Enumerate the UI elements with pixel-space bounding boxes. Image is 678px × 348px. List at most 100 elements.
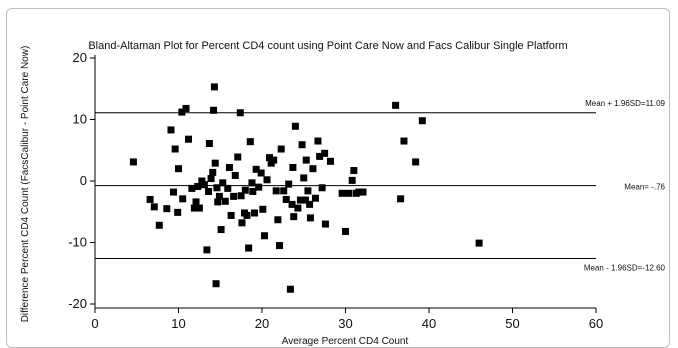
data-point bbox=[274, 216, 282, 224]
data-point bbox=[261, 232, 269, 240]
data-point bbox=[209, 168, 217, 176]
data-point bbox=[237, 192, 245, 200]
data-point bbox=[397, 195, 405, 203]
data-point bbox=[282, 195, 290, 203]
data-point bbox=[301, 196, 309, 204]
data-point bbox=[280, 187, 288, 195]
data-point bbox=[213, 184, 221, 192]
data-point bbox=[250, 209, 258, 217]
data-point bbox=[300, 174, 308, 182]
data-point bbox=[241, 186, 249, 194]
data-point bbox=[246, 138, 254, 146]
data-point bbox=[219, 179, 227, 187]
data-point bbox=[298, 141, 306, 149]
data-point bbox=[259, 205, 267, 213]
data-point bbox=[230, 192, 238, 200]
x-tick-label: 10 bbox=[171, 316, 185, 331]
reference-line-label: Mean= -.76 bbox=[624, 183, 665, 192]
reference-line-label: Mean - 1.96SD=-12.60 bbox=[584, 263, 666, 272]
data-point bbox=[175, 165, 182, 173]
data-point bbox=[185, 135, 193, 143]
reference-line-label: Mean + 1.96SD=11.09 bbox=[585, 99, 665, 108]
data-point bbox=[150, 203, 158, 211]
data-point bbox=[210, 106, 218, 114]
data-point bbox=[277, 145, 285, 153]
data-point bbox=[195, 204, 203, 212]
figure-frame bbox=[6, 8, 670, 348]
data-point bbox=[276, 242, 284, 250]
data-point bbox=[306, 200, 314, 208]
data-point bbox=[188, 184, 196, 192]
data-point bbox=[342, 227, 349, 235]
data-point bbox=[146, 195, 154, 203]
data-point bbox=[289, 163, 297, 171]
data-point bbox=[129, 158, 137, 166]
data-point bbox=[163, 205, 171, 213]
data-point bbox=[296, 196, 304, 204]
data-point bbox=[270, 156, 278, 164]
x-tick-label: 0 bbox=[91, 316, 98, 331]
data-point bbox=[321, 149, 329, 157]
data-point bbox=[309, 165, 317, 173]
data-point bbox=[355, 188, 363, 196]
data-point bbox=[211, 159, 219, 167]
data-point bbox=[192, 198, 200, 206]
x-tick-label: 60 bbox=[589, 316, 603, 331]
data-point bbox=[234, 153, 242, 161]
data-point bbox=[212, 280, 220, 288]
data-point bbox=[311, 194, 319, 202]
x-axis-label: Average Percent CD4 Count bbox=[282, 336, 409, 347]
chart-title: Bland-Altaman Plot for Percent CD4 count… bbox=[88, 40, 567, 52]
data-point bbox=[266, 154, 274, 162]
data-point bbox=[227, 211, 235, 219]
x-tick-label: 30 bbox=[338, 316, 352, 331]
data-point bbox=[243, 211, 251, 219]
data-point bbox=[291, 122, 299, 130]
data-point bbox=[338, 189, 346, 197]
data-point bbox=[194, 183, 202, 191]
data-point bbox=[231, 171, 239, 179]
data-point bbox=[304, 187, 312, 195]
data-point bbox=[290, 213, 298, 221]
data-point bbox=[236, 109, 244, 117]
data-point bbox=[326, 157, 334, 165]
y-tick-label: 0 bbox=[80, 173, 87, 188]
data-point bbox=[350, 167, 358, 175]
data-point bbox=[255, 183, 263, 191]
data-point bbox=[224, 184, 232, 192]
data-point bbox=[272, 187, 280, 195]
data-point bbox=[238, 219, 246, 227]
data-point bbox=[205, 139, 213, 147]
data-point bbox=[210, 83, 218, 91]
data-point bbox=[294, 204, 302, 212]
data-point bbox=[171, 145, 179, 153]
data-point bbox=[412, 158, 420, 166]
data-point bbox=[221, 197, 229, 205]
data-point bbox=[400, 137, 408, 145]
data-point bbox=[418, 117, 426, 125]
data-point bbox=[217, 226, 225, 234]
data-point bbox=[248, 179, 256, 187]
data-point bbox=[252, 165, 260, 173]
data-point bbox=[178, 108, 186, 116]
data-point bbox=[314, 137, 322, 145]
x-tick-label: 40 bbox=[422, 316, 436, 331]
data-point bbox=[318, 184, 326, 192]
data-point bbox=[288, 200, 296, 208]
x-tick-label: 50 bbox=[505, 316, 519, 331]
data-point bbox=[205, 187, 213, 195]
data-point bbox=[167, 126, 175, 134]
x-tick-label: 20 bbox=[255, 316, 269, 331]
data-point bbox=[316, 152, 324, 160]
data-point bbox=[190, 204, 198, 212]
data-point bbox=[321, 220, 329, 228]
y-tick-label: -10 bbox=[68, 235, 87, 250]
y-tick-label: 10 bbox=[73, 112, 87, 127]
data-point bbox=[392, 101, 400, 109]
data-point bbox=[359, 188, 367, 196]
data-point bbox=[249, 187, 257, 195]
data-point bbox=[182, 104, 190, 112]
data-point bbox=[179, 195, 187, 203]
data-point bbox=[174, 208, 182, 216]
